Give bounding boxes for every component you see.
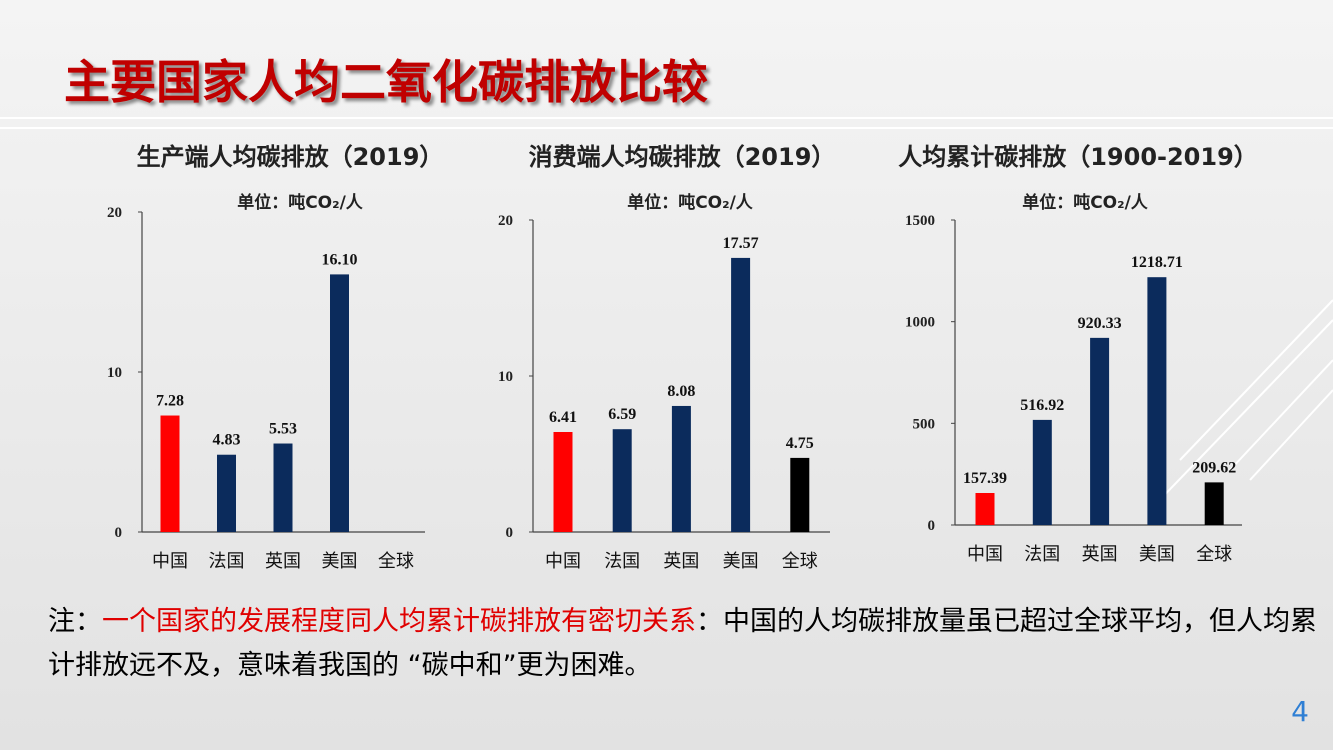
data-label: 5.53 <box>269 421 297 438</box>
y-tick-label: 0 <box>928 518 936 534</box>
bar <box>1090 337 1110 525</box>
data-label: 8.08 <box>667 383 695 400</box>
bar <box>160 415 180 532</box>
bar <box>273 443 293 532</box>
x-tick-label: 法国 <box>1024 544 1060 565</box>
chart-subtitle: 单位：吨CO₂/人 <box>627 192 754 213</box>
y-tick-label: 1500 <box>905 213 935 229</box>
bar <box>671 405 691 532</box>
data-label: 1218.71 <box>1131 254 1183 271</box>
data-label: 157.39 <box>963 470 1007 487</box>
x-tick-label: 英国 <box>265 551 301 572</box>
bar <box>975 492 995 525</box>
bar <box>731 257 751 532</box>
data-label: 209.62 <box>1192 459 1236 476</box>
x-tick-label: 美国 <box>322 551 358 572</box>
y-tick-label: 500 <box>913 416 936 432</box>
data-label: 16.10 <box>322 251 358 268</box>
x-tick-label: 英国 <box>1082 544 1118 565</box>
x-tick-label: 法国 <box>209 551 245 572</box>
note-text: 注： <box>48 606 102 637</box>
x-tick-label: 全球 <box>378 551 414 572</box>
bar <box>612 429 632 532</box>
data-label: 4.75 <box>786 435 814 452</box>
y-tick-label: 0 <box>115 525 123 541</box>
x-tick-label: 全球 <box>1196 544 1232 565</box>
chart-title: 消费端人均碳排放（2019） <box>529 143 836 171</box>
bar <box>553 432 573 532</box>
bar <box>1032 419 1052 525</box>
data-label: 6.59 <box>608 406 636 423</box>
y-tick-label: 20 <box>107 205 122 221</box>
chart-subtitle: 单位：吨CO₂/人 <box>1022 192 1149 213</box>
chart-title: 生产端人均碳排放（2019） <box>137 143 444 171</box>
x-tick-label: 法国 <box>604 551 640 572</box>
bar <box>1147 277 1167 525</box>
decor <box>0 117 1333 511</box>
y-tick-label: 0 <box>506 525 514 541</box>
data-label: 516.92 <box>1020 397 1064 414</box>
note: 注：一个国家的发展程度同人均累计碳排放有密切关系：中国的人均碳排放量虽已超过全球… <box>48 600 1323 688</box>
bar <box>1204 482 1224 525</box>
x-tick-label: 中国 <box>152 551 188 572</box>
bar <box>330 274 349 532</box>
data-label: 4.83 <box>213 432 241 449</box>
data-label: 6.41 <box>549 409 577 426</box>
y-tick-label: 10 <box>498 369 513 385</box>
data-label: 17.57 <box>723 235 759 252</box>
x-tick-label: 英国 <box>663 551 699 572</box>
x-tick-label: 全球 <box>782 551 818 572</box>
chart-subtitle: 单位：吨CO₂/人 <box>237 192 364 213</box>
y-tick-label: 20 <box>498 213 513 229</box>
x-tick-label: 中国 <box>967 544 1003 565</box>
slide-title: 主要国家人均二氧化碳排放比较 <box>64 55 708 109</box>
y-tick-label: 1000 <box>905 315 935 331</box>
chart-title: 人均累计碳排放（1900-2019） <box>898 143 1258 171</box>
x-tick-label: 中国 <box>545 551 581 572</box>
data-label: 920.33 <box>1078 315 1122 332</box>
data-label: 7.28 <box>156 393 184 410</box>
bar <box>217 454 236 532</box>
note-text: ：中国的人均碳排放量虽已超过全球平均，但人均累计排放远不及，意味着我国的 “碳中… <box>48 606 1317 681</box>
page-number: 4 <box>1291 695 1309 728</box>
bar <box>790 457 810 532</box>
x-tick-label: 美国 <box>723 551 759 572</box>
note-highlight: 一个国家的发展程度同人均累计碳排放有密切关系 <box>102 606 696 637</box>
x-tick-label: 美国 <box>1139 544 1175 565</box>
y-tick-label: 10 <box>107 365 122 381</box>
